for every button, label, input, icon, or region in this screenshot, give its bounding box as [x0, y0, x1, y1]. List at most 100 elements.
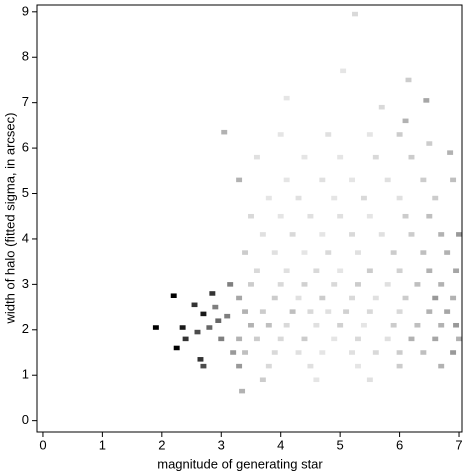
cell: [408, 336, 415, 342]
cell: [227, 282, 234, 287]
cell: [360, 322, 367, 328]
cell: [242, 309, 249, 314]
y-tick-label: 1: [22, 367, 29, 382]
cell: [402, 118, 409, 124]
cell: [420, 250, 427, 255]
cell: [396, 363, 403, 369]
cell: [366, 268, 373, 274]
cell: [340, 68, 347, 74]
cell: [259, 309, 266, 314]
cell: [426, 213, 433, 219]
cell: [248, 282, 254, 287]
cell: [271, 295, 278, 301]
cell: [384, 282, 391, 287]
cell: [313, 322, 320, 328]
cell: [170, 293, 177, 298]
y-tick-label: 4: [22, 230, 29, 245]
cell: [253, 336, 260, 342]
x-tick-label: 5: [337, 437, 344, 452]
cell: [372, 295, 379, 301]
x-axis-label: magnitude of generating star: [157, 456, 323, 471]
cell: [349, 295, 356, 301]
cell: [450, 295, 457, 301]
cell: [253, 154, 260, 160]
cell: [313, 377, 320, 383]
cell: [453, 268, 460, 274]
cell: [265, 195, 272, 201]
cell: [239, 388, 246, 394]
cell: [331, 282, 338, 287]
cell: [319, 232, 326, 237]
cell: [390, 250, 397, 255]
cell: [301, 250, 308, 255]
cell: [349, 232, 356, 237]
cell: [289, 232, 296, 237]
cell: [372, 350, 379, 355]
cell: [352, 11, 358, 17]
cell: [215, 318, 222, 323]
x-tick-label: 0: [39, 437, 46, 452]
cell: [396, 195, 403, 201]
cell: [372, 154, 379, 160]
cell: [426, 141, 433, 146]
cell: [355, 336, 361, 342]
x-tick-label: 7: [455, 437, 462, 452]
cell: [408, 232, 415, 237]
y-tick-label: 2: [22, 321, 29, 336]
cell: [194, 329, 201, 335]
x-tick-label: 2: [158, 437, 165, 452]
cell: [236, 363, 243, 369]
cell: [414, 322, 421, 328]
cell: [444, 309, 451, 314]
cell: [360, 195, 367, 201]
cell: [325, 250, 332, 255]
cell: [414, 282, 421, 287]
cell: [230, 350, 237, 355]
cell: [271, 250, 278, 255]
cell: [307, 213, 314, 219]
x-tick-label: 3: [218, 437, 225, 452]
cell: [325, 132, 332, 137]
cell: [179, 325, 186, 330]
cell: [173, 345, 180, 351]
cell: [259, 377, 266, 383]
y-tick-label: 6: [22, 140, 29, 155]
cell: [295, 350, 302, 355]
cell: [319, 295, 326, 301]
y-tick-label: 0: [22, 412, 29, 427]
cell: [432, 295, 439, 301]
cell: [277, 132, 284, 137]
cell: [426, 309, 433, 314]
cell: [456, 232, 462, 237]
cell: [295, 195, 302, 201]
cell: [384, 336, 391, 342]
cell: [438, 322, 445, 328]
cell: [396, 268, 403, 274]
cell: [319, 350, 326, 355]
cell: [420, 177, 427, 183]
cell: [307, 363, 314, 369]
cell: [432, 195, 439, 201]
y-tick-label: 8: [22, 49, 29, 64]
cell: [248, 322, 254, 328]
cell: [366, 213, 373, 219]
cell: [271, 350, 278, 355]
y-tick-label: 3: [22, 276, 29, 291]
cell: [283, 95, 290, 101]
y-tick-label: 9: [22, 3, 29, 18]
cell: [331, 336, 338, 342]
cell: [191, 302, 198, 308]
cell: [242, 250, 249, 255]
cell: [325, 309, 332, 314]
cell: [200, 363, 207, 369]
cell: [277, 213, 284, 219]
cell: [337, 154, 344, 160]
x-tick-label: 6: [396, 437, 403, 452]
cell: [182, 336, 189, 342]
cell: [319, 177, 326, 183]
cell: [283, 177, 290, 183]
cell: [355, 250, 361, 255]
cell: [438, 232, 445, 237]
